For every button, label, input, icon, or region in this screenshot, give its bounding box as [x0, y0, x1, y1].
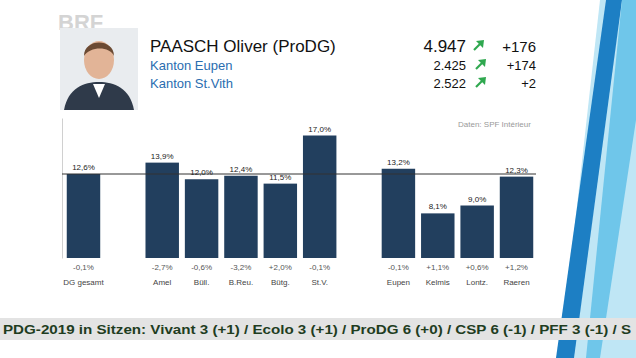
change-label: +1,2% [505, 263, 528, 272]
change-label: -0,1% [388, 263, 409, 272]
bar [421, 213, 454, 258]
y-axis [62, 119, 63, 259]
change-label: +0,6% [466, 263, 489, 272]
data-label: 13,2% [387, 158, 410, 167]
x-tick: Kelmis [426, 258, 450, 287]
bar [224, 176, 257, 258]
header: PAASCH Oliver (ProDG) 4.947 +176 Kanton Eup… [150, 37, 536, 91]
source: Daten: SPF Intérieur [458, 120, 531, 129]
ticker-band [0, 318, 636, 340]
data-labels: 12,6% 13,9% 12,0% 12,4% 11,5% 17,0% 13,2% 8,1% 9… [72, 125, 528, 212]
photo-bg [60, 28, 138, 110]
change-label: -3,2% [230, 263, 251, 272]
x-tick-label: Eupen [387, 278, 410, 287]
change-labels: -0,1% -2,7% -0,6% -3,2% +2,0% -0,1% -0,1% +1,1%… [73, 263, 528, 272]
photo-body [64, 82, 134, 110]
photo-face [84, 41, 114, 79]
x-tick-label: Amel [153, 278, 171, 287]
candidate-name: PAASCH Oliver (ProDG) [150, 37, 336, 56]
x-tick: Raeren [503, 258, 529, 287]
plot-area [62, 136, 536, 259]
x-axis: DG gesamt Amel Büll. B.Reu. Bütg. St.V. Eupen K… [63, 258, 529, 287]
kanton-change: +174 [507, 58, 536, 73]
x-tick: Bütg. [271, 258, 290, 287]
kanton-label: Kanton Eupen [150, 58, 232, 73]
change-label: +1,1% [426, 263, 449, 272]
photo-hair [84, 43, 114, 57]
x-tick: Lontz. [466, 258, 488, 287]
data-label: 9,0% [468, 195, 486, 204]
bar [145, 163, 178, 258]
change-label: -0,1% [309, 263, 330, 272]
x-tick-label: Lontz. [466, 278, 488, 287]
change-label: -2,7% [152, 263, 173, 272]
decoration [556, 0, 636, 358]
reference-line [62, 174, 536, 175]
x-tick-label: St.V. [311, 278, 328, 287]
x-tick-label: Raeren [503, 278, 529, 287]
data-label: 17,0% [308, 125, 331, 134]
page: BRFPAASCH Oliver (ProDG)4.947+176Kanton … [0, 0, 636, 358]
x-tick-label: Kelmis [426, 278, 450, 287]
x-tick-label: Büll. [194, 278, 210, 287]
y-axis-line [62, 119, 63, 259]
deco-mid [586, 0, 636, 358]
x-tick-label: B.Reu. [229, 278, 253, 287]
x-tick-label: Bütg. [271, 278, 290, 287]
x-tick: St.V. [311, 258, 328, 287]
bar [382, 169, 415, 258]
data-label: 12,0% [190, 168, 213, 177]
arrow-head [478, 77, 486, 85]
change-label: -0,6% [191, 263, 212, 272]
data-label: 12,6% [72, 163, 95, 172]
x-tick: B.Reu. [229, 258, 253, 287]
bar [303, 136, 336, 259]
kanton-change: +2 [521, 76, 536, 91]
x-tick: Amel [153, 258, 171, 287]
data-label: 11,5% [269, 173, 291, 182]
photo-shirt [93, 84, 105, 98]
x-tick-label: DG gesamt [63, 278, 104, 287]
kanton-votes: 2.425 [433, 58, 466, 73]
data-label: 12,4% [230, 165, 253, 174]
data-label: 12,3% [505, 166, 528, 175]
bar [185, 179, 218, 258]
change-label: -0,1% [73, 263, 94, 272]
x-tick: DG gesamt [63, 258, 104, 287]
bar [460, 206, 493, 259]
kanton-votes: 2.522 [433, 76, 466, 91]
data-label: 13,9% [151, 152, 174, 161]
kanton-label: Kanton St.Vith [150, 76, 233, 91]
x-tick: Büll. [194, 258, 210, 287]
arrow-head [476, 40, 484, 48]
change-label: +2,0% [269, 263, 292, 272]
bar [500, 177, 533, 258]
data-label: 8,1% [429, 202, 447, 211]
total-change: +176 [502, 38, 536, 55]
photo [60, 28, 138, 110]
total-votes: 4.947 [423, 37, 466, 56]
bar [67, 174, 100, 258]
bar [264, 184, 297, 258]
arrow-head [478, 59, 486, 67]
ticker: PDG-2019 in Sitzen: Vivant 3 (+1) / Ecol… [3, 323, 631, 337]
x-tick: Eupen [387, 258, 410, 287]
